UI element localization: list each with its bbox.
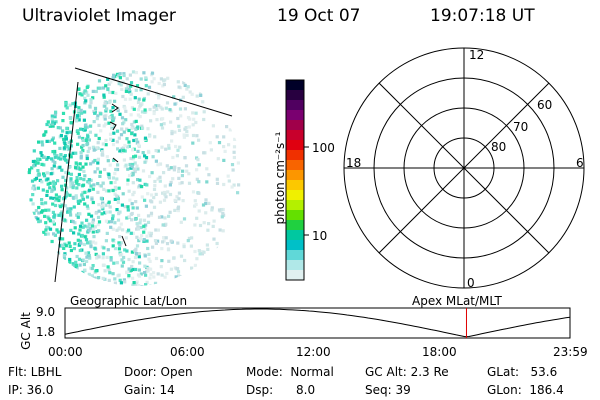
colorbar-segment <box>286 120 304 131</box>
colorbar-frame <box>285 79 305 281</box>
colorbar-segment <box>286 100 304 111</box>
colorbar-segment <box>286 190 304 201</box>
lat-label-80: 80 <box>491 140 507 154</box>
terminator-line <box>74 67 233 117</box>
colorbar-segment <box>286 80 304 91</box>
colorbar-segment <box>286 220 304 231</box>
date-label: 19 Oct 07 <box>277 6 361 26</box>
altitude-curve <box>64 308 571 338</box>
colorbar-segment <box>286 170 304 181</box>
filter-info: Flt: LBHL <box>8 365 62 379</box>
colorbar-tick-label: 100 <box>312 141 335 155</box>
colorbar-segment <box>286 90 304 101</box>
mode-info: Mode: Normal <box>246 365 334 379</box>
colorbar-segment <box>286 160 304 171</box>
gc-alt-info: GC Alt: 2.3 Re <box>365 365 449 379</box>
lat-label-60: 60 <box>537 98 553 112</box>
glat-info: GLat: 53.6 <box>487 365 558 379</box>
colorbar-segment <box>286 210 304 221</box>
aurora-emission-field <box>27 70 241 286</box>
gain-info: Gain: 14 <box>124 383 175 397</box>
colorbar-scale <box>286 80 304 281</box>
colorbar-segment <box>286 270 304 281</box>
mlt-label-18: 18 <box>346 156 362 170</box>
orbit-y-tick: 1.8 <box>36 325 56 339</box>
colorbar-tick-label: 10 <box>312 229 328 243</box>
ip-info: IP: 36.0 <box>8 383 54 397</box>
door-info: Door: Open <box>124 365 193 379</box>
mlt-label-0: 0 <box>467 276 475 290</box>
colorbar-segment <box>286 260 304 271</box>
colorbar-segment <box>286 150 304 161</box>
dsp-info: Dsp: 8.0 <box>246 383 316 397</box>
colorbar-segment <box>286 180 304 191</box>
orbit-x-tick: 23:59 <box>553 345 588 359</box>
orbit-left-label: Geographic Lat/Lon <box>70 294 188 308</box>
colorbar-segment <box>286 230 304 241</box>
orbit-right-label: Apex MLat/MLT <box>412 294 502 308</box>
mlt-label-12: 12 <box>469 48 485 62</box>
colorbar-segment <box>286 130 304 141</box>
orbit-x-tick: 12:00 <box>296 345 331 359</box>
orbit-x-tick: 06:00 <box>170 345 205 359</box>
mlt-label-6: 6 <box>576 156 584 170</box>
colorbar-segment <box>286 250 304 261</box>
colorbar-segment <box>286 140 304 151</box>
limb-line <box>54 81 79 283</box>
lat-label-70: 70 <box>513 120 529 134</box>
polar-diagonal <box>378 82 550 254</box>
time-label: 19:07:18 UT <box>430 6 535 26</box>
grid-mark <box>121 235 127 247</box>
orbit-frame <box>64 307 571 339</box>
colorbar-segment <box>286 110 304 121</box>
colorbar-segment <box>286 200 304 211</box>
orbit-y-tick: 9.0 <box>36 305 56 319</box>
orbit-x-tick: 00:00 <box>48 345 83 359</box>
colorbar-segment <box>286 240 304 251</box>
seq-info: Seq: 39 <box>365 383 411 397</box>
grid-mark <box>112 157 119 163</box>
grid-mark <box>109 121 117 131</box>
glon-info: GLon: 186.4 <box>487 383 564 397</box>
instrument-title: Ultraviolet Imager <box>22 6 176 26</box>
orbit-x-tick: 18:00 <box>422 345 457 359</box>
grid-mark <box>111 103 119 113</box>
